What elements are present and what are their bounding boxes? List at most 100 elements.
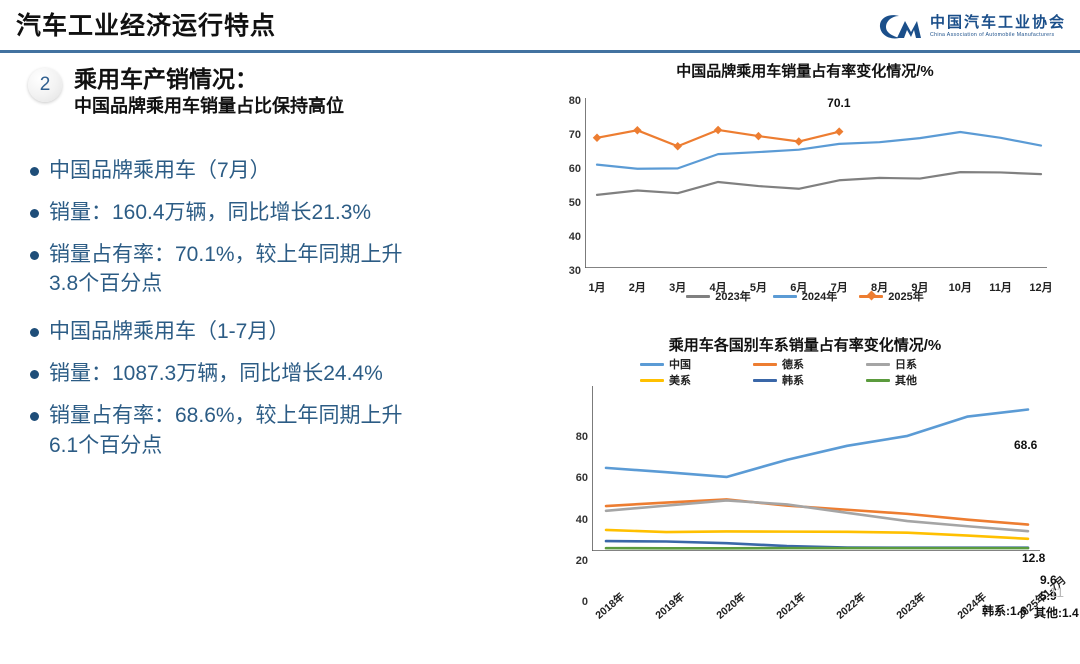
legend-item: 2023年 — [686, 288, 751, 304]
caam-logo-icon — [879, 15, 921, 39]
x-axis-tick: 5月 — [749, 282, 768, 294]
bullet-text: 中国品牌乘用车（7月） — [49, 159, 271, 182]
chart-country-share: 乘用车各国别车系销量占有率变化情况/% 中国 德系 日系 美系 — [530, 334, 1080, 664]
bullet-text-line2: 6.1个百分点 — [49, 433, 163, 457]
legend-item: 美系 — [640, 372, 753, 388]
bullet-list: 中国品牌乘用车（7月） 销量：160.4万辆，同比增长21.3% 销量占有率：7… — [30, 156, 520, 479]
bullet-dot-icon — [30, 328, 39, 338]
chart-plot-area — [584, 98, 1047, 269]
legend-swatch-icon — [753, 378, 777, 382]
y-axis-tick: 60 — [575, 472, 588, 485]
bullet-text-line1: 销量占有率：68.6%，较上年同期上升 — [49, 403, 403, 427]
bullet-text-line1: 销量占有率：70.1%，较上年同期上升 — [49, 242, 403, 266]
chart-brand-share: 中国品牌乘用车销量占有率变化情况/% 30 40 50 60 70 80 1月 2月 3月 4月 5… — [530, 60, 1080, 320]
section-subtitle: 中国品牌乘用车销量占比保持高位 — [74, 96, 344, 117]
bullet-text: 销量：1087.3万辆，同比增长24.4% — [49, 362, 383, 386]
slide-header: 汽车工业经济运行特点 中国汽车工业协会 China Association of… — [0, 0, 1080, 53]
legend-swatch-icon — [772, 294, 797, 298]
bullet-text: 中国品牌乘用车（1-7月） — [49, 320, 290, 344]
y-axis-tick: 40 — [568, 231, 581, 243]
header-divider — [0, 50, 1080, 53]
x-axis-tick: 10月 — [948, 282, 972, 294]
bullet-text-line2: 3.8个百分点 — [49, 272, 163, 296]
charts-column: 中国品牌乘用车销量占有率变化情况/% 30 40 50 60 70 80 1月 2月 3月 4月 5… — [530, 56, 1080, 622]
legend-swatch-icon — [640, 362, 664, 366]
x-axis-tick: 9月 — [911, 282, 929, 294]
section-number-badge: 2 — [28, 68, 62, 102]
legend-label: 2025年 — [888, 291, 924, 303]
data-label: 韩系:1.6 — [982, 603, 1027, 618]
data-label: 其他:1.4 — [1034, 606, 1079, 621]
x-axis-tick: 2022年 — [834, 590, 869, 622]
chart-title: 乘用车各国别车系销量占有率变化情况/% — [668, 337, 942, 354]
list-item: 中国品牌乘用车（1-7月） — [30, 317, 520, 347]
section-heading: 2 乘用车产销情况： 中国品牌乘用车销量占比保持高位 — [28, 66, 344, 118]
y-axis-tick: 50 — [568, 197, 581, 209]
bullet-dot-icon — [30, 208, 39, 218]
list-item: 销量占有率：68.6%，较上年同期上升 6.1个百分点 — [30, 401, 520, 461]
data-label: 9.6 — [1040, 573, 1057, 588]
legend-swatch-icon — [753, 362, 777, 366]
x-axis-tick: 12月 — [1029, 282, 1053, 294]
y-axis-tick: 40 — [575, 513, 588, 526]
chart-legend: 中国 德系 日系 美系 韩系 — [640, 356, 980, 388]
legend-label: 韩系 — [782, 375, 804, 387]
left-content-column: 2 乘用车产销情况： 中国品牌乘用车销量占比保持高位 中国品牌乘用车（7月） 销… — [0, 56, 530, 608]
list-item: 销量占有率：70.1%，较上年同期上升 3.8个百分点 — [30, 240, 520, 300]
x-axis-tick: 2023年 — [894, 590, 929, 622]
association-logo: 中国汽车工业协会 China Association of Automobile… — [877, 8, 1066, 46]
bullet-group-july: 中国品牌乘用车（7月） 销量：160.4万辆，同比增长21.3% 销量占有率：7… — [30, 156, 520, 299]
y-axis-tick: 80 — [575, 431, 588, 443]
legend-label: 美系 — [669, 375, 691, 387]
chart-legend: 2023年 2024年 2025年 — [530, 288, 1080, 304]
x-axis-tick: 2020年 — [713, 590, 748, 622]
list-item: 销量：160.4万辆，同比增长21.3% — [30, 198, 520, 228]
legend-label: 德系 — [782, 359, 804, 371]
data-label: 68.6 — [1014, 437, 1038, 452]
page-title: 汽车工业经济运行特点 — [16, 12, 277, 40]
bullet-dot-icon — [30, 167, 39, 176]
legend-item: 德系 — [753, 356, 866, 372]
legend-item: 2024年 — [772, 288, 838, 304]
data-label: 5.9 — [1040, 588, 1057, 603]
chart-svg — [584, 98, 1047, 269]
legend-swatch-icon — [640, 378, 664, 382]
bullet-text: 销量占有率：68.6%，较上年同期上升 6.1个百分点 — [49, 401, 403, 461]
y-axis-tick: 20 — [575, 554, 588, 567]
x-axis-tick: 8月 — [870, 282, 889, 294]
legend-label: 中国 — [669, 359, 691, 371]
bullet-text: 销量：160.4万辆，同比增长21.3% — [49, 200, 372, 224]
x-axis-tick: 2018年 — [593, 590, 627, 622]
y-axis-tick: 80 — [568, 95, 581, 107]
legend-items: 中国 德系 日系 美系 韩系 — [640, 356, 980, 388]
legend-label: 其他 — [895, 375, 917, 387]
list-item: 中国品牌乘用车（7月） — [30, 156, 520, 186]
x-axis-tick: 4月 — [709, 282, 727, 294]
legend-swatch-icon — [686, 294, 711, 298]
x-axis-tick: 2019年 — [653, 590, 688, 622]
page-number: 11 — [1049, 584, 1064, 600]
y-axis-tick: 30 — [568, 265, 581, 277]
y-axis-tick: 70 — [568, 129, 581, 141]
legend-label: 2023年 — [715, 291, 751, 303]
chart-svg — [591, 386, 1040, 552]
legend-item: 2025年 — [859, 288, 924, 304]
logo-chinese-name: 中国汽车工业协会 — [929, 14, 1066, 32]
list-item: 销量：1087.3万辆，同比增长24.4% — [30, 359, 520, 389]
legend-item: 中国 — [640, 356, 753, 372]
logo-text: 中国汽车工业协会 China Association of Automobile… — [930, 15, 1066, 38]
x-axis-tick: 2月 — [628, 282, 646, 294]
bullet-group-jan-july: 中国品牌乘用车（1-7月） 销量：1087.3万辆，同比增长24.4% 销量占有… — [30, 317, 520, 460]
data-label: 70.1 — [827, 95, 851, 110]
x-axis-tick: 6月 — [790, 282, 808, 294]
logo-english-name: China Association of Automobile Manufact… — [929, 32, 1055, 39]
legend-label: 2024年 — [801, 291, 838, 303]
chart-plot-area — [591, 386, 1040, 552]
bullet-dot-icon — [30, 370, 39, 380]
legend-label: 日系 — [895, 359, 917, 371]
x-axis-tick: 11月 — [989, 282, 1012, 294]
legend-item: 其他 — [866, 372, 979, 388]
data-label: 12.8 — [1022, 550, 1046, 565]
section-title: 乘用车产销情况： — [74, 66, 258, 92]
x-axis-tick: 3月 — [669, 282, 687, 294]
